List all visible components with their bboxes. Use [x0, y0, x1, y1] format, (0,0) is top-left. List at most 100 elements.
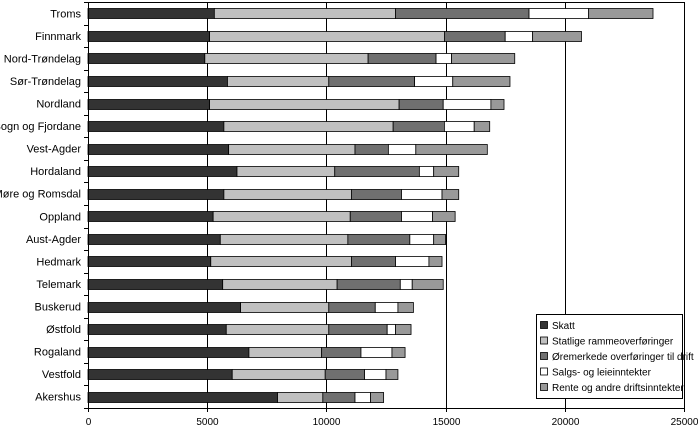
- category-label-aust-agder: Aust-Agder: [26, 234, 81, 246]
- bar-sor-trondelag-skatt: [87, 76, 228, 87]
- category-label-nordland: Nordland: [36, 99, 81, 111]
- bar-more-og-romsdal-rente-og-andre-driftsinntekter: [441, 189, 460, 200]
- bar-vest-agder-skatt: [87, 144, 230, 155]
- x-tick-label-25000: 25000: [671, 417, 698, 427]
- bar-ostfold-rente-og-andre-driftsinntekter: [395, 324, 412, 335]
- category-label-telemark: Telemark: [36, 279, 81, 291]
- category-label-hordaland: Hordaland: [30, 166, 81, 178]
- bar-aust-agder-salgs-og-leieinntekter: [409, 234, 435, 245]
- bar-more-og-romsdal-skatt: [87, 189, 225, 200]
- legend-box: [536, 314, 683, 399]
- plot-area-border: [88, 2, 685, 409]
- category-label-nord-trondelag: Nord-Trøndelag: [4, 53, 81, 65]
- bar-ostfold-skatt: [87, 324, 227, 335]
- legend-swatch-rente-og-andre-driftsinntekter: [540, 383, 548, 391]
- bar-vest-agder-statlige-rammeoverforinger: [228, 144, 356, 155]
- bar-troms-rente-og-andre-driftsinntekter: [588, 8, 654, 19]
- bar-hordaland-oremerkede-overforinger-til-drift: [334, 166, 420, 177]
- bar-oppland-salgs-og-leieinntekter: [401, 211, 433, 222]
- category-label-sor-trondelag: Sør-Trøndelag: [10, 76, 81, 88]
- legend-label-oremerkede-overforinger-til-drift: Øremerkede overføringer til drift: [552, 352, 694, 363]
- bar-vest-agder-rente-og-andre-driftsinntekter: [415, 144, 488, 155]
- bar-buskerud-statlige-rammeoverforinger: [240, 302, 330, 313]
- bar-sogn-og-fjordane-skatt: [87, 121, 225, 132]
- bar-vestfold-oremerkede-overforinger-til-drift: [324, 369, 365, 380]
- bar-buskerud-oremerkede-overforinger-til-drift: [328, 302, 376, 313]
- bar-hedmark-oremerkede-overforinger-til-drift: [351, 256, 396, 267]
- bar-sor-trondelag-statlige-rammeoverforinger: [227, 76, 330, 87]
- bar-nord-trondelag-salgs-og-leieinntekter: [435, 53, 452, 64]
- bar-nord-trondelag-oremerkede-overforinger-til-drift: [367, 53, 437, 64]
- category-label-buskerud: Buskerud: [35, 302, 81, 314]
- bar-sogn-og-fjordane-rente-og-andre-driftsinntekter: [473, 121, 491, 132]
- bar-nordland-skatt: [87, 99, 210, 110]
- bar-sor-trondelag-oremerkede-overforinger-til-drift: [328, 76, 416, 87]
- bar-aust-agder-skatt: [87, 234, 221, 245]
- category-label-vest-agder: Vest-Agder: [27, 144, 82, 156]
- legend-swatch-statlige-rammeoverforinger: [540, 336, 548, 345]
- category-label-more-og-romsdal: Møre og Romsdal: [0, 189, 81, 201]
- bar-nordland-rente-og-andre-driftsinntekter: [490, 99, 505, 110]
- bar-buskerud-rente-og-andre-driftsinntekter: [397, 302, 414, 313]
- bar-ostfold-salgs-og-leieinntekter: [386, 324, 396, 335]
- bar-hedmark-rente-og-andre-driftsinntekter: [428, 256, 443, 267]
- bar-ostfold-oremerkede-overforinger-til-drift: [328, 324, 388, 335]
- bar-rogaland-oremerkede-overforinger-til-drift: [321, 347, 362, 358]
- bar-finnmark-salgs-og-leieinntekter: [504, 31, 534, 42]
- bar-buskerud-salgs-og-leieinntekter: [374, 302, 399, 313]
- legend-swatch-salgs-og-leieinntekter: [540, 367, 548, 376]
- bar-rogaland-statlige-rammeoverforinger: [248, 347, 323, 358]
- category-label-finnmark: Finnmark: [35, 31, 81, 43]
- bar-hedmark-salgs-og-leieinntekter: [395, 256, 430, 267]
- bar-sogn-og-fjordane-salgs-og-leieinntekter: [444, 121, 475, 132]
- legend-label-statlige-rammeoverforinger: Statlige rammeoverføringer: [552, 337, 674, 348]
- x-tick-label-20000: 20000: [552, 417, 580, 427]
- legend-label-salgs-og-leieinntekter: Salgs- og leieinntekter: [552, 368, 652, 379]
- bar-rogaland-salgs-og-leieinntekter: [360, 347, 393, 358]
- bar-sogn-og-fjordane-statlige-rammeoverforinger: [223, 121, 394, 132]
- bar-troms-statlige-rammeoverforinger: [213, 8, 396, 19]
- bar-sogn-og-fjordane-oremerkede-overforinger-til-drift: [392, 121, 445, 132]
- bar-akershus-statlige-rammeoverforinger: [277, 392, 324, 403]
- bar-telemark-rente-og-andre-driftsinntekter: [411, 279, 444, 290]
- bar-troms-skatt: [87, 8, 215, 19]
- bar-hedmark-skatt: [87, 256, 212, 267]
- category-label-akershus: Akershus: [35, 392, 81, 404]
- bar-finnmark-skatt: [87, 31, 210, 42]
- legend-swatch-oremerkede-overforinger-til-drift: [540, 352, 548, 360]
- bar-telemark-salgs-og-leieinntekter: [399, 279, 413, 290]
- bar-telemark-skatt: [87, 279, 224, 290]
- bar-finnmark-rente-og-andre-driftsinntekter: [532, 31, 582, 42]
- bar-finnmark-statlige-rammeoverforinger: [209, 31, 445, 42]
- bar-more-og-romsdal-oremerkede-overforinger-til-drift: [351, 189, 402, 200]
- legend: Skatt Statlige rammeoverføringer Øremerked…: [536, 314, 694, 399]
- bar-vestfold-skatt: [87, 369, 233, 380]
- bar-oppland-statlige-rammeoverforinger: [212, 211, 351, 222]
- category-label-sogn-og-fjordane: Sogn og Fjordane: [0, 121, 81, 133]
- legend-label-skatt: Skatt: [552, 321, 575, 332]
- bar-akershus-skatt: [87, 392, 278, 403]
- bar-aust-agder-oremerkede-overforinger-til-drift: [347, 234, 411, 245]
- bar-aust-agder-rente-og-andre-driftsinntekter: [433, 234, 446, 245]
- x-tick-label-15000: 15000: [433, 417, 461, 427]
- bar-ostfold-statlige-rammeoverforinger: [225, 324, 330, 335]
- bar-vest-agder-oremerkede-overforinger-til-drift: [354, 144, 389, 155]
- x-tick-label-0: 0: [86, 417, 92, 427]
- category-label-hedmark: Hedmark: [36, 256, 81, 268]
- bar-sor-trondelag-rente-og-andre-driftsinntekter: [452, 76, 511, 87]
- bar-telemark-statlige-rammeoverforinger: [222, 279, 338, 290]
- bar-more-og-romsdal-salgs-og-leieinntekter: [401, 189, 443, 200]
- bar-akershus-rente-og-andre-driftsinntekter: [370, 392, 385, 403]
- x-tick-label-5000: 5000: [196, 417, 219, 427]
- bar-aust-agder-statlige-rammeoverforinger: [219, 234, 349, 245]
- bar-nord-trondelag-skatt: [87, 53, 206, 64]
- bar-akershus-oremerkede-overforinger-til-drift: [322, 392, 356, 403]
- bar-sor-trondelag-salgs-og-leieinntekter: [414, 76, 454, 87]
- bar-oppland-oremerkede-overforinger-til-drift: [349, 211, 402, 222]
- bar-troms-salgs-og-leieinntekter: [528, 8, 590, 19]
- bar-nordland-statlige-rammeoverforinger: [209, 99, 400, 110]
- bar-hordaland-statlige-rammeoverforinger: [236, 166, 336, 177]
- category-labels: Troms Finnmark Nord-Trøndelag Sør-Trøndelag…: [0, 8, 81, 403]
- bar-vestfold-salgs-og-leieinntekter: [364, 369, 387, 380]
